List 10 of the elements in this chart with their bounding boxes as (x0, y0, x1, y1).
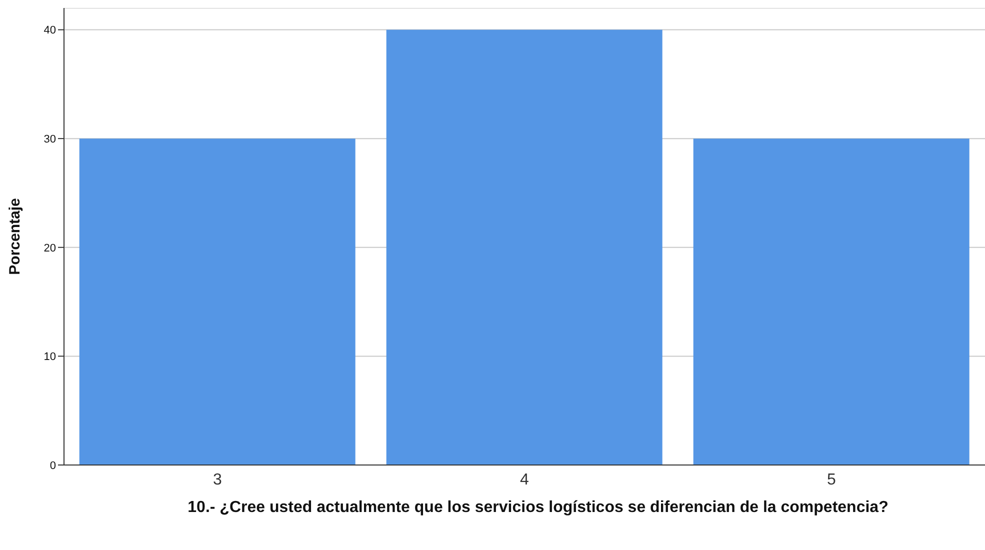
x-tick-label: 3 (213, 471, 222, 488)
x-tick-label: 4 (520, 471, 530, 488)
y-tick-label: 10 (44, 351, 56, 364)
x-axis-title: 10.- ¿Cree usted actualmente que los servicios logísticos se diferencian de la competencia? (186, 499, 890, 517)
x-tick-label: 5 (827, 471, 836, 488)
y-tick-label: 0 (50, 460, 56, 472)
y-tick-label: 20 (44, 242, 56, 254)
y-axis-title: Porcentaje (6, 198, 24, 275)
y-tick-label: 30 (44, 133, 56, 146)
y-tick-label: 40 (44, 24, 56, 37)
